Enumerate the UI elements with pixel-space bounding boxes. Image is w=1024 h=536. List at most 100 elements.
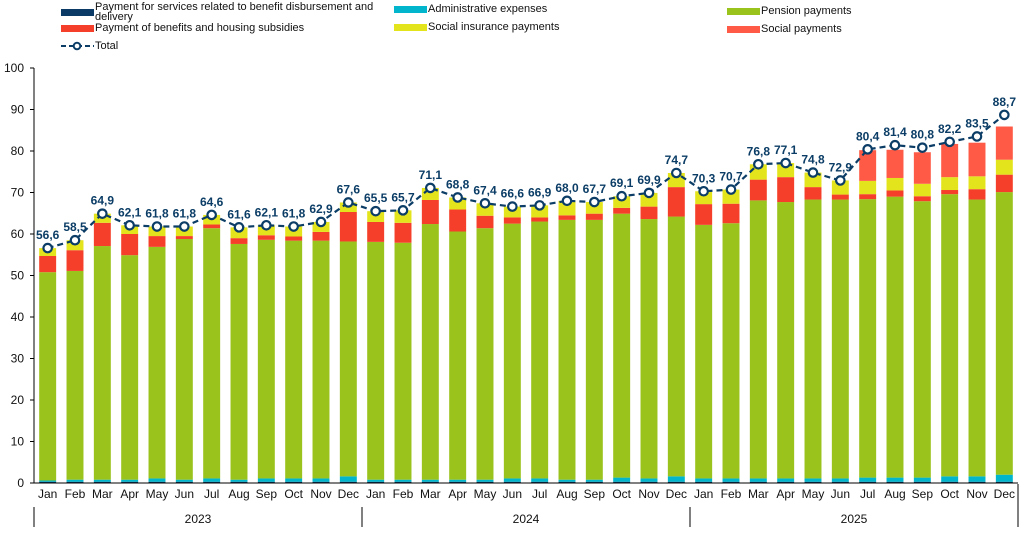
bar-segment-payment-of-benefits-and-housing-subsidies — [93, 222, 111, 247]
y-tick-label: 10 — [11, 435, 25, 449]
legend-item-social-payments: Social payments — [727, 24, 842, 35]
bar-segment-payment-of-benefits-and-housing-subsidies — [913, 196, 931, 202]
total-data-label: 68,0 — [555, 181, 579, 195]
bar-segment-pension-payments — [777, 202, 795, 479]
total-marker — [343, 197, 354, 208]
bar-segment-social-insurance-payments — [667, 172, 685, 188]
year-label: 2025 — [841, 512, 868, 526]
legend-label: Total — [95, 40, 119, 52]
bar-segment-administrative-expenses — [39, 480, 57, 482]
bar-segment-payment-of-benefits-and-housing-subsidies — [777, 177, 795, 203]
x-tick-label: Jul — [532, 487, 547, 501]
total-data-label: 62,1 — [118, 205, 142, 219]
x-tick-label: Sep — [912, 487, 934, 501]
x-tick-label: Dec — [666, 487, 687, 501]
legend-label: Pension payments — [761, 5, 852, 17]
total-data-label: 62,1 — [255, 205, 279, 219]
bar-segment-payment-for-services-related-to-benefit-disbursement-and-delivery — [394, 481, 412, 483]
bar-segment-payment-of-benefits-and-housing-subsidies — [476, 215, 494, 229]
bar-segment-administrative-expenses — [421, 479, 439, 482]
bar-segment-administrative-expenses — [859, 477, 877, 482]
bar-segment-payment-of-benefits-and-housing-subsidies — [941, 190, 959, 195]
bar-segment-payment-of-benefits-and-housing-subsidies — [421, 199, 439, 225]
bar-segment-administrative-expenses — [531, 478, 549, 482]
x-tick-label: May — [474, 487, 497, 501]
bar-segment-pension-payments — [941, 194, 959, 477]
bar-segment-payment-for-services-related-to-benefit-disbursement-and-delivery — [968, 481, 986, 483]
x-tick-label: Apr — [448, 487, 467, 501]
legend-item-pension: Pension payments — [727, 6, 852, 17]
bar-segment-payment-for-services-related-to-benefit-disbursement-and-delivery — [339, 481, 357, 483]
bar-segment-payment-for-services-related-to-benefit-disbursement-and-delivery — [148, 481, 166, 483]
bar-segment-pension-payments — [312, 240, 330, 479]
total-marker — [999, 109, 1010, 121]
total-data-label: 65,7 — [391, 190, 415, 204]
bar-segment-pension-payments — [722, 223, 740, 479]
total-data-label: 58,5 — [63, 220, 87, 234]
bar-segment-payment-for-services-related-to-benefit-disbursement-and-delivery — [913, 481, 931, 483]
total-data-label: 74,7 — [665, 153, 689, 167]
legend-swatch-administrative — [394, 6, 427, 13]
total-marker — [151, 221, 163, 232]
total-marker — [835, 175, 846, 186]
x-tick-label: Sep — [584, 487, 606, 501]
total-marker — [479, 197, 491, 209]
x-tick-label: Jun — [503, 487, 522, 501]
legend-total-line-icon — [61, 41, 94, 51]
bar-segment-social-insurance-payments — [886, 177, 904, 191]
bar-segment-administrative-expenses — [175, 479, 193, 482]
total-marker — [97, 208, 108, 219]
bar-segment-payment-of-benefits-and-housing-subsidies — [66, 250, 84, 271]
y-tick-label: 70 — [11, 186, 25, 200]
bar-segment-administrative-expenses — [203, 478, 221, 482]
total-data-label: 88,7 — [993, 95, 1017, 109]
x-tick-label: Oct — [612, 487, 631, 501]
total-data-label: 67,4 — [473, 183, 497, 197]
bar-segment-payment-for-services-related-to-benefit-disbursement-and-delivery — [39, 481, 57, 483]
bar-segment-pension-payments — [503, 223, 521, 479]
bar-segment-pension-payments — [148, 246, 166, 479]
bar-segment-payment-of-benefits-and-housing-subsidies — [394, 222, 412, 243]
bar-segment-payment-of-benefits-and-housing-subsidies — [367, 221, 385, 242]
bar-segment-social-insurance-payments — [695, 191, 713, 205]
legend-swatch-social-insurance — [394, 24, 427, 31]
bar-segment-payment-for-services-related-to-benefit-disbursement-and-delivery — [531, 481, 549, 483]
bar-segment-payment-for-services-related-to-benefit-disbursement-and-delivery — [859, 481, 877, 483]
total-data-label: 81,4 — [883, 125, 907, 139]
bar-segment-administrative-expenses — [449, 479, 467, 482]
x-tick-label: Mar — [92, 487, 113, 501]
total-data-label: 68,8 — [446, 177, 470, 191]
x-tick-label: Mar — [420, 487, 441, 501]
bar-segment-pension-payments — [66, 270, 84, 480]
bar-segment-pension-payments — [995, 192, 1013, 475]
x-tick-label: Mar — [748, 487, 769, 501]
axes-group: 0 10 20 30 40 50 60 70 80 90 100 Jan Feb Mar Apr May Jun… — [4, 61, 1019, 527]
total-marker — [643, 187, 655, 199]
bar-segment-payment-for-services-related-to-benefit-disbursement-and-delivery — [476, 481, 494, 483]
legend-label: Payment of benefits and housing subsidie… — [95, 22, 305, 34]
bar-segment-pension-payments — [695, 224, 713, 479]
total-data-label: 69,9 — [637, 173, 661, 187]
total-marker — [534, 200, 545, 211]
bar-segment-payment-for-services-related-to-benefit-disbursement-and-delivery — [941, 481, 959, 483]
legend-item-administrative: Administrative expenses — [394, 4, 547, 15]
total-marker — [753, 158, 764, 170]
bar-segment-payment-of-benefits-and-housing-subsidies — [449, 209, 467, 232]
x-tick-label: Oct — [284, 487, 303, 501]
bar-segment-pension-payments — [913, 201, 931, 478]
total-marker — [780, 157, 791, 169]
bar-segment-pension-payments — [339, 241, 357, 477]
bar-segment-pension-payments — [121, 255, 139, 480]
bar-segment-payment-for-services-related-to-benefit-disbursement-and-delivery — [695, 481, 713, 483]
y-tick-label: 0 — [17, 476, 24, 490]
bar-segment-social-insurance-payments — [777, 163, 795, 178]
bar-segment-social-insurance-payments — [613, 196, 631, 208]
bar-segment-administrative-expenses — [995, 474, 1013, 482]
total-data-label: 64,6 — [200, 195, 224, 209]
bar-segment-administrative-expenses — [585, 479, 603, 482]
total-marker — [397, 205, 409, 216]
total-marker — [698, 185, 709, 197]
x-tick-label: Apr — [776, 487, 795, 501]
x-tick-label: Aug — [228, 487, 249, 501]
total-marker — [425, 182, 436, 194]
